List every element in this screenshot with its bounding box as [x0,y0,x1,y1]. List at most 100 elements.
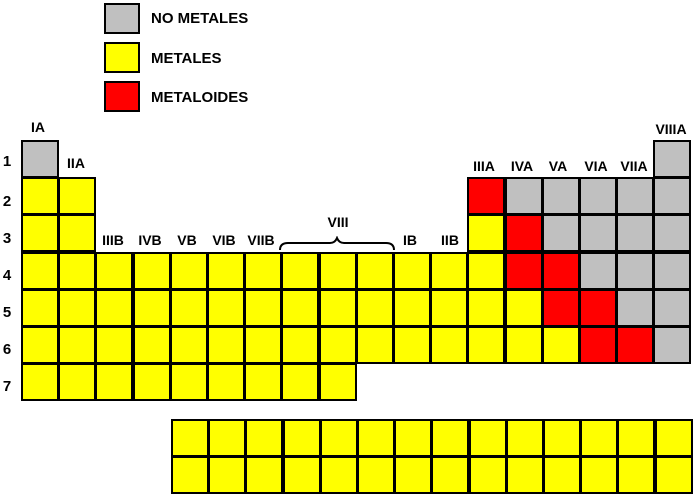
group-label-iiib: IIIB [102,232,124,248]
element-cell-p3-g2 [58,214,96,252]
group-label-viii: VIII [327,214,349,230]
inner-transition-cell-r1-c10 [506,419,544,457]
element-cell-p3-g17 [616,214,654,252]
element-cell-p7-g2 [58,363,96,401]
element-cell-p5-g18 [653,289,691,327]
inner-transition-cell-r1-c5 [320,419,358,457]
element-cell-p6-g7 [244,326,282,364]
element-cell-p6-g10 [356,326,394,364]
period-label-2: 2 [2,193,12,210]
element-cell-p6-g14 [505,326,543,364]
element-cell-p5-g8 [281,289,319,327]
element-cell-p6-g13 [467,326,505,364]
element-cell-p4-g8 [281,252,319,290]
element-cell-p6-g16 [579,326,617,364]
group-label-viiia: VIIIA [655,121,687,137]
inner-transition-cell-r2-c11 [543,456,581,494]
element-cell-p7-g8 [281,363,319,401]
inner-transition-cell-r1-c1 [171,419,209,457]
inner-transition-cell-r1-c2 [208,419,246,457]
group-label-va: VA [548,158,568,174]
group-label-viib: VIIB [247,232,275,248]
element-cell-p4-g18 [653,252,691,290]
element-cell-p4-g6 [207,252,245,290]
inner-transition-cell-r1-c14 [655,419,693,457]
group-label-iia: IIA [67,155,85,171]
element-cell-p5-g14 [505,289,543,327]
element-cell-p4-g1 [21,252,59,290]
element-cell-p6-g5 [170,326,208,364]
element-cell-p4-g16 [579,252,617,290]
element-cell-p6-g2 [58,326,96,364]
inner-transition-cell-r2-c5 [320,456,358,494]
element-cell-p4-g13 [467,252,505,290]
inner-transition-cell-r1-c9 [469,419,507,457]
group-label-ib: IB [403,232,417,248]
inner-transition-cell-r2-c13 [617,456,655,494]
element-cell-p5-g16 [579,289,617,327]
element-cell-p4-g10 [356,252,394,290]
period-label-4: 4 [2,267,12,284]
period-label-6: 6 [2,341,12,358]
inner-transition-cell-r2-c12 [580,456,618,494]
inner-transition-cell-r1-c4 [283,419,321,457]
element-cell-p3-g15 [542,214,580,252]
inner-transition-cell-r2-c3 [245,456,283,494]
legend-label-metalloid: METALOIDES [151,89,249,106]
element-cell-p2-g2 [58,177,96,215]
element-cell-p5-g5 [170,289,208,327]
element-cell-p1-g18 [653,140,691,178]
element-cell-p6-g6 [207,326,245,364]
inner-transition-cell-r2-c2 [208,456,246,494]
element-cell-p6-g15 [542,326,580,364]
element-cell-p5-g15 [542,289,580,327]
inner-transition-cell-r1-c12 [580,419,618,457]
element-cell-p7-g6 [207,363,245,401]
element-cell-p1-g1 [21,140,59,178]
element-cell-p6-g18 [653,326,691,364]
element-cell-p7-g9 [319,363,357,401]
inner-transition-cell-r1-c3 [245,419,283,457]
element-cell-p2-g17 [616,177,654,215]
element-cell-p5-g2 [58,289,96,327]
element-cell-p6-g12 [430,326,468,364]
element-cell-p4-g3 [95,252,133,290]
element-cell-p7-g5 [170,363,208,401]
group-label-viia: VIIA [620,158,648,174]
element-cell-p2-g18 [653,177,691,215]
element-cell-p3-g1 [21,214,59,252]
element-cell-p6-g11 [393,326,431,364]
element-cell-p7-g4 [133,363,171,401]
element-cell-p5-g13 [467,289,505,327]
element-cell-p3-g14 [505,214,543,252]
inner-transition-cell-r2-c7 [394,456,432,494]
viii-brace [279,236,395,251]
element-cell-p7-g7 [244,363,282,401]
group-label-iib: IIB [441,232,459,248]
period-label-3: 3 [2,230,12,247]
inner-transition-cell-r1-c13 [617,419,655,457]
element-cell-p4-g14 [505,252,543,290]
element-cell-p6-g1 [21,326,59,364]
inner-transition-cell-r1-c7 [394,419,432,457]
element-cell-p2-g1 [21,177,59,215]
period-label-1: 1 [2,153,12,170]
element-cell-p2-g13 [467,177,505,215]
element-cell-p6-g17 [616,326,654,364]
element-cell-p3-g16 [579,214,617,252]
group-label-ia: IA [31,119,45,135]
period-label-7: 7 [2,378,12,395]
element-cell-p5-g9 [319,289,357,327]
inner-transition-cell-r1-c6 [357,419,395,457]
element-cell-p2-g14 [505,177,543,215]
inner-transition-cell-r2-c10 [506,456,544,494]
group-label-vb: VB [177,232,197,248]
inner-transition-cell-r1-c8 [431,419,469,457]
element-cell-p4-g12 [430,252,468,290]
element-cell-p6-g9 [319,326,357,364]
inner-transition-cell-r2-c1 [171,456,209,494]
element-cell-p3-g13 [467,214,505,252]
inner-transition-cell-r2-c9 [469,456,507,494]
element-cell-p4-g7 [244,252,282,290]
